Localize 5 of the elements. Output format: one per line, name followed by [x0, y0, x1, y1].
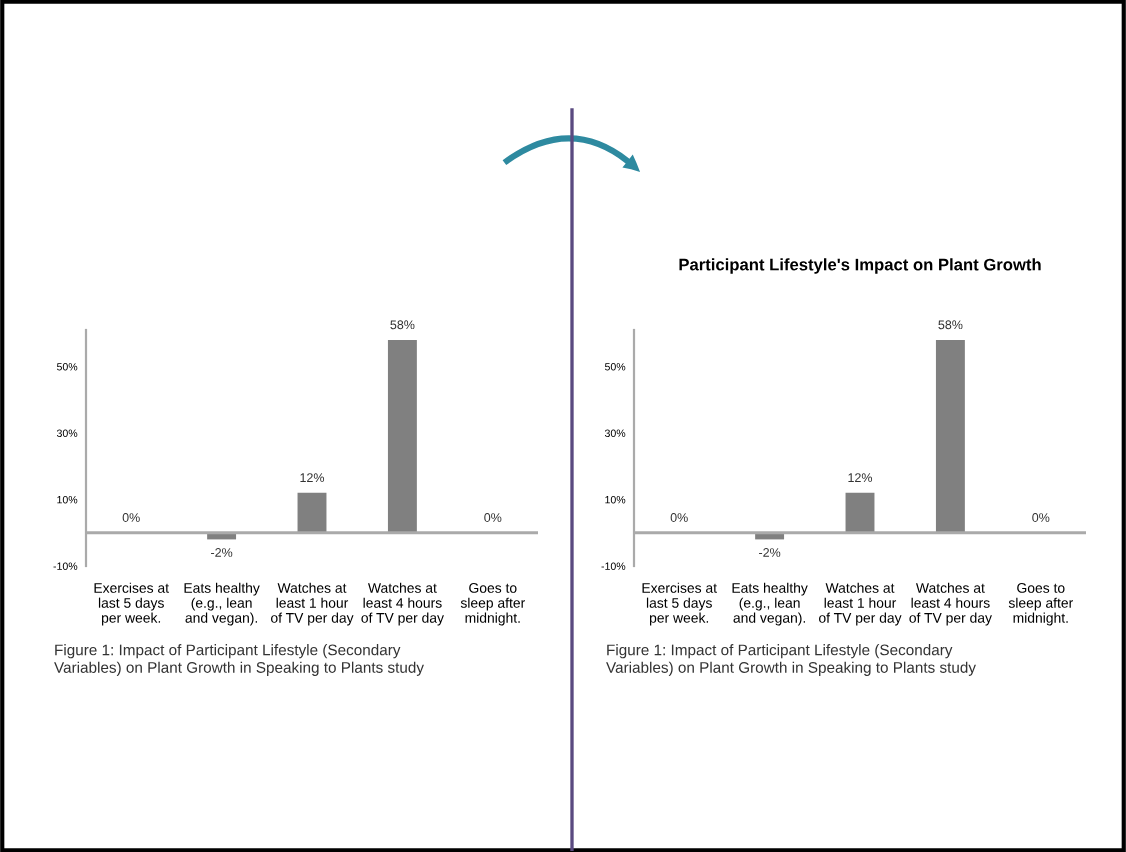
- chart-title: Participant Lifestyle's Impact on Plant Growth: [679, 258, 1041, 274]
- bar: [387, 339, 417, 533]
- bar: [845, 492, 875, 533]
- bar: [297, 492, 327, 533]
- bar: [935, 339, 965, 533]
